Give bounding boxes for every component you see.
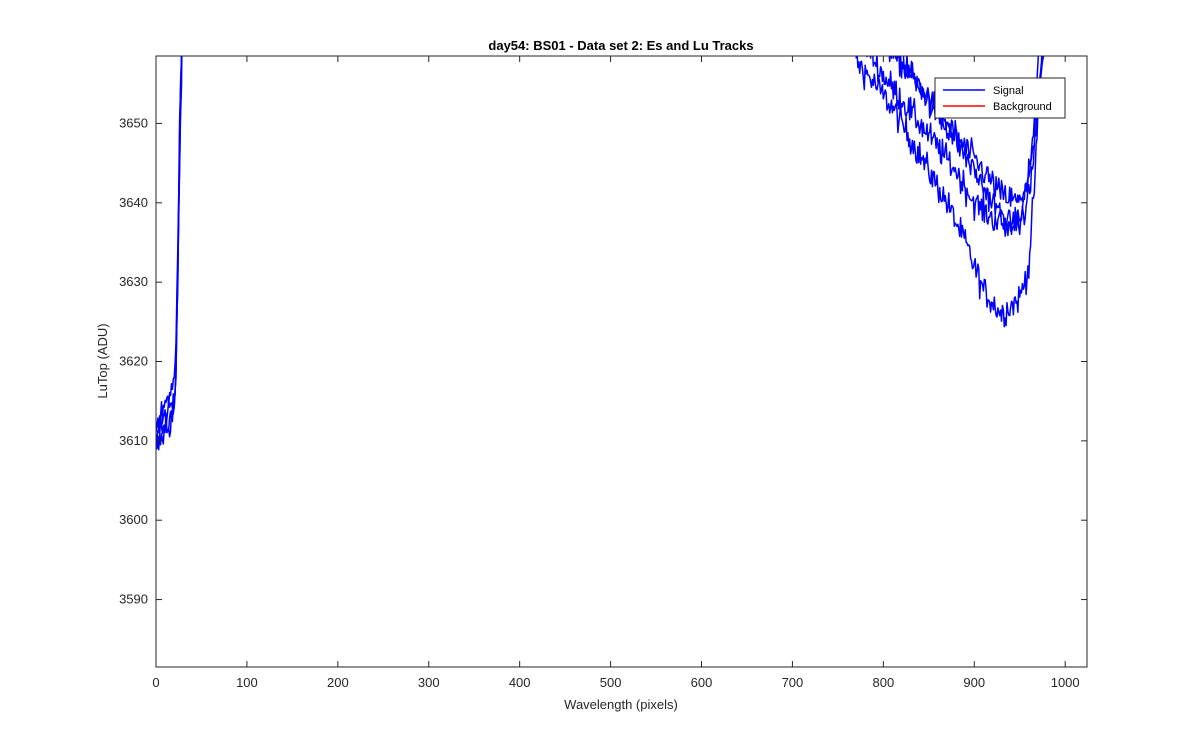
legend-label-signal: Signal — [993, 85, 1024, 97]
y-tick-label: 3610 — [119, 433, 148, 448]
y-tick-label: 3600 — [119, 512, 148, 527]
x-tick-label: 900 — [963, 675, 985, 690]
x-tick-label: 400 — [509, 675, 531, 690]
y-axis: 3590 3600 3610 3620 3630 3640 3650 — [119, 115, 1087, 607]
y-tick-label: 3590 — [119, 592, 148, 607]
series-line-signal — [890, 56, 1044, 237]
legend[interactable]: Signal Background — [934, 77, 1066, 119]
legend-box — [934, 77, 1066, 119]
y-tick-label: 3620 — [119, 354, 148, 369]
x-tick-label: 800 — [872, 675, 894, 690]
y-tick-label: 3630 — [119, 274, 148, 289]
x-tick-label: 1000 — [1051, 675, 1080, 690]
series-line-signal — [156, 56, 183, 449]
x-tick-label: 0 — [152, 675, 159, 690]
x-axis-label: Wavelength (pixels) — [564, 697, 678, 712]
x-tick-label: 600 — [691, 675, 713, 690]
y-axis-label: LuTop (ADU) — [95, 323, 110, 398]
chart-title: day54: BS01 - Data set 2: Es and Lu Trac… — [488, 38, 753, 53]
legend-label-background: Background — [993, 101, 1052, 113]
plot-area — [156, 56, 1087, 667]
x-axis: 0 100 200 300 400 500 600 700 800 900 1000 — [152, 56, 1080, 690]
y-tick-label: 3640 — [119, 195, 148, 210]
x-tick-label: 500 — [600, 675, 622, 690]
x-tick-label: 700 — [782, 675, 804, 690]
x-tick-label: 300 — [418, 675, 440, 690]
series-line-signal — [855, 56, 1045, 328]
x-tick-label: 100 — [236, 675, 258, 690]
x-tick-label: 200 — [327, 675, 349, 690]
y-tick-label: 3650 — [119, 115, 148, 130]
series-layer — [156, 56, 1045, 451]
